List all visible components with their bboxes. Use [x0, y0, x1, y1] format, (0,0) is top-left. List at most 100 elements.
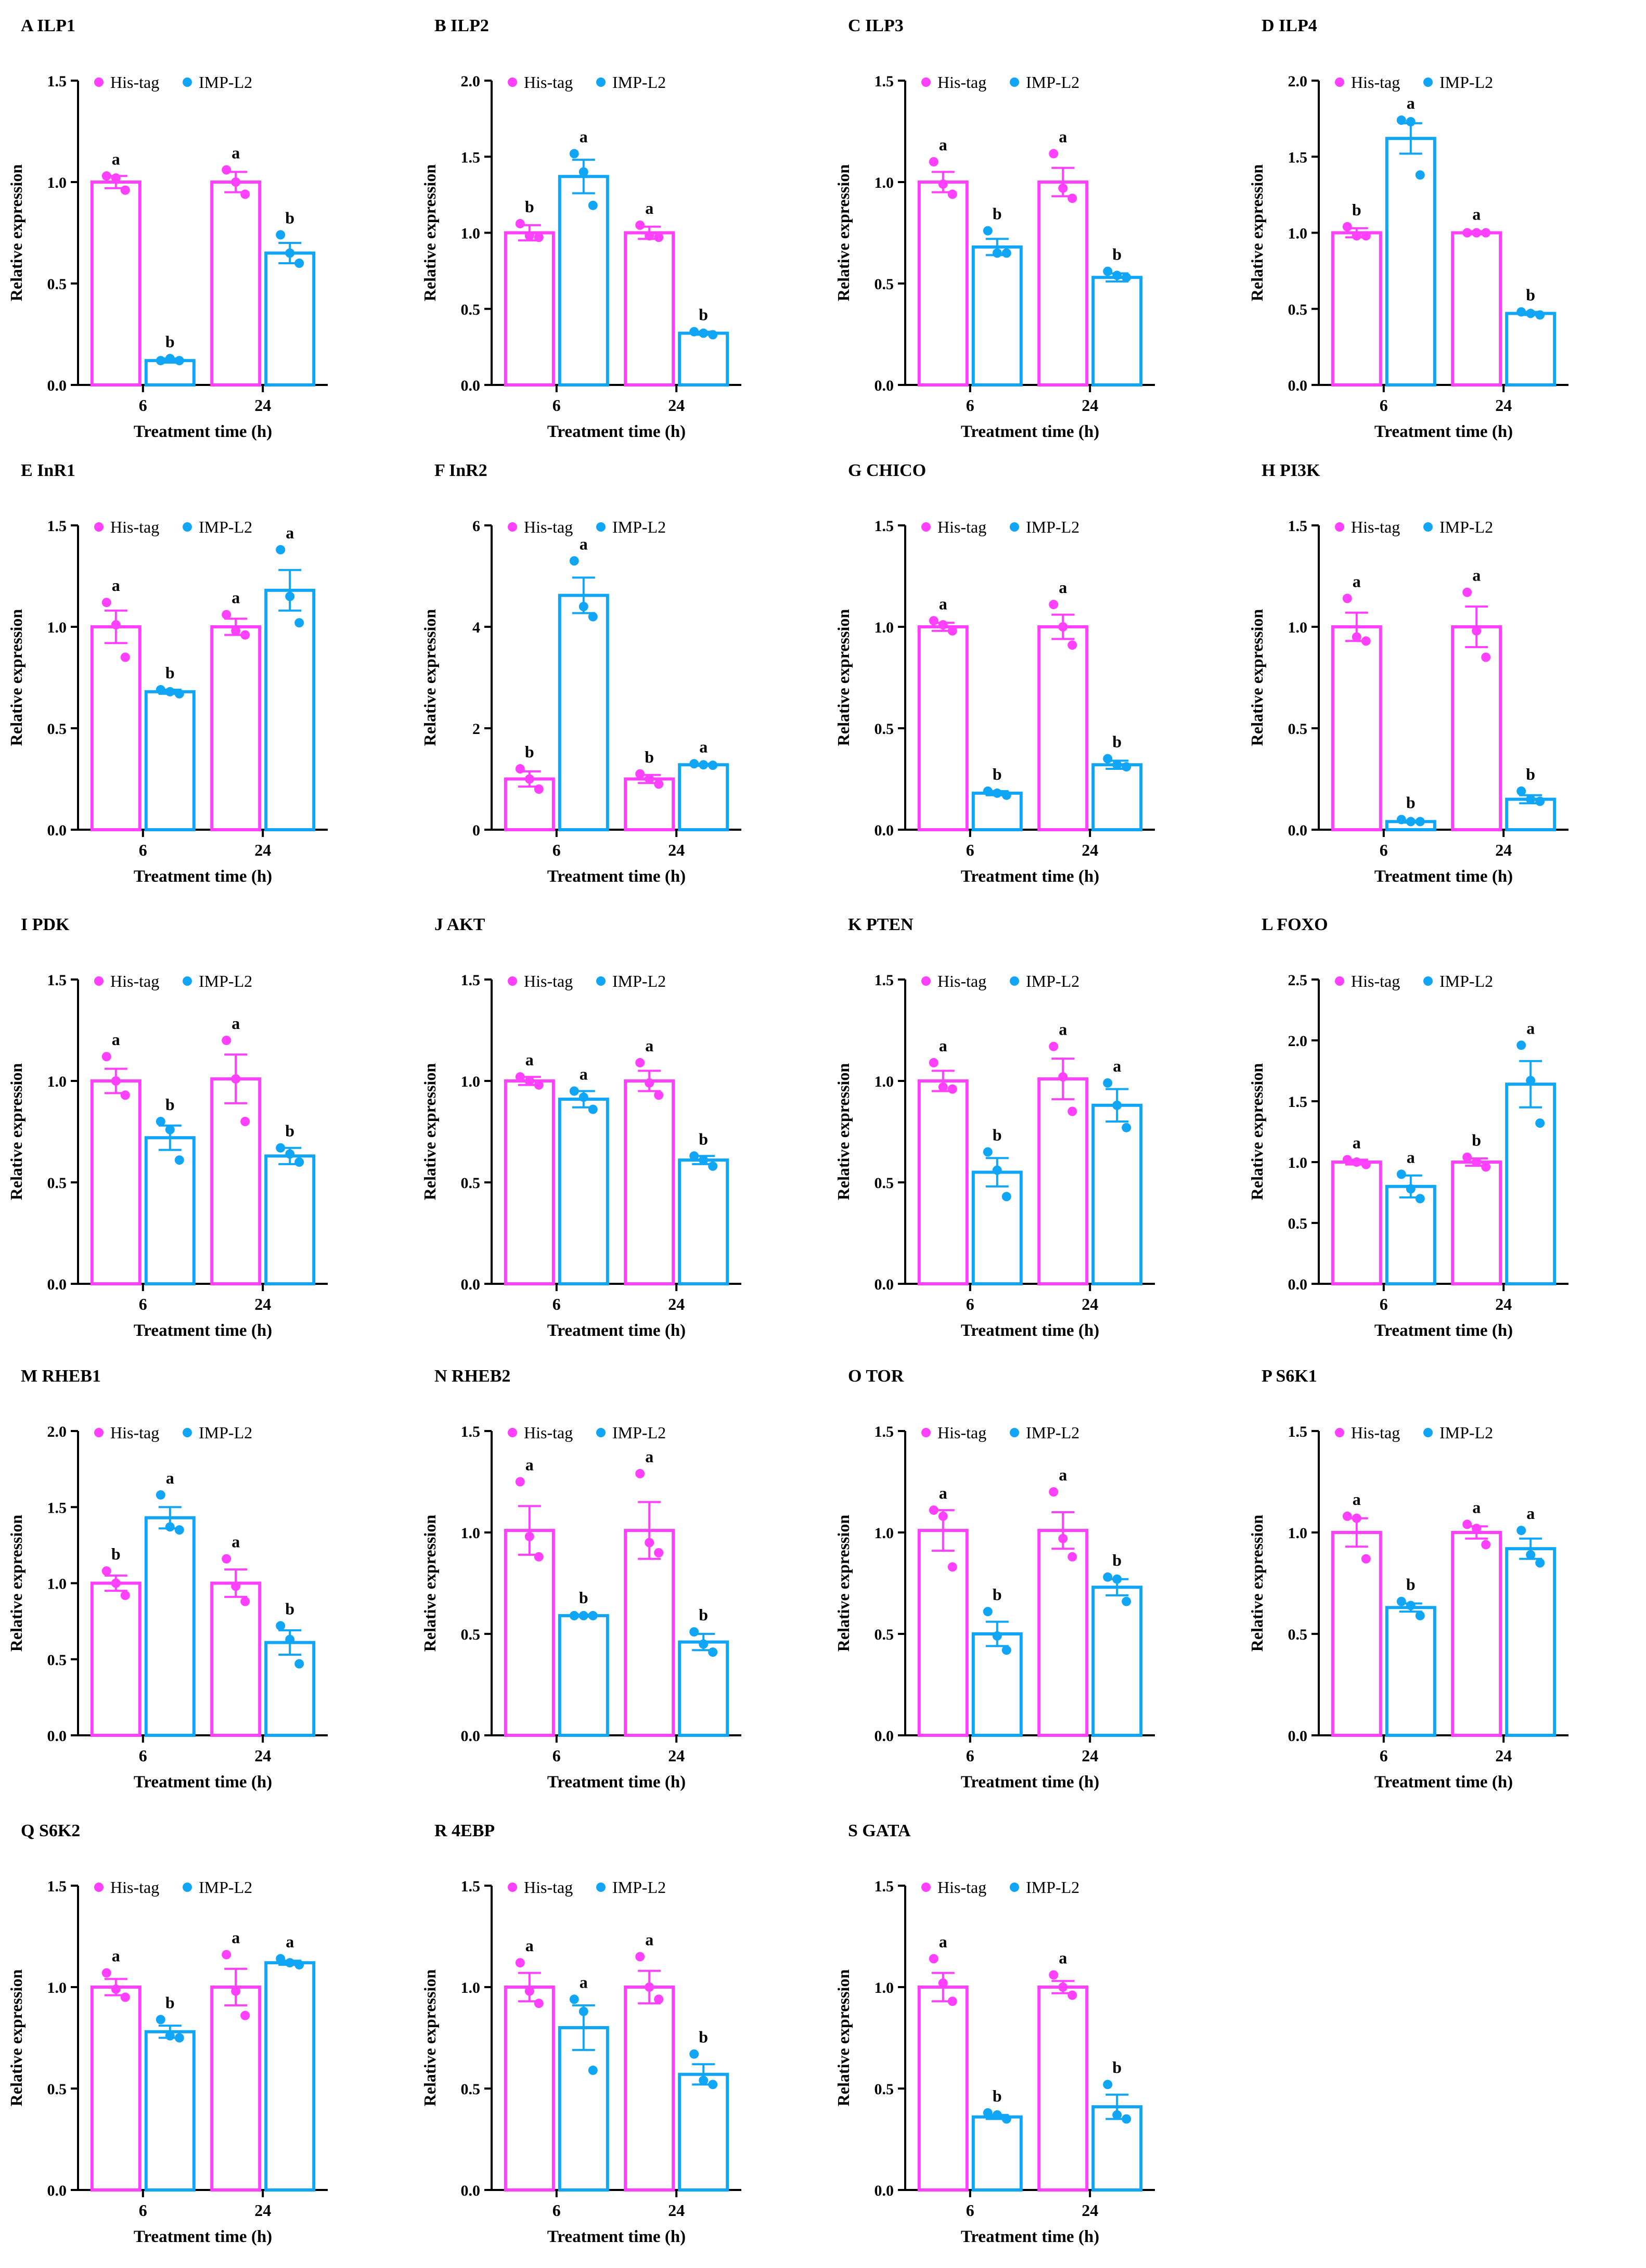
legend: His-tag IMP-L2	[1335, 73, 1493, 92]
data-point-his-tag	[1462, 228, 1472, 238]
bar-his-tag	[90, 625, 142, 831]
data-point-his-tag	[1068, 194, 1077, 203]
data-point-his-tag	[654, 233, 664, 242]
bar-imp-l2	[1091, 1103, 1143, 1286]
legend-label-imp-l2: IMP-L2	[199, 1878, 252, 1897]
bar-his-tag	[90, 181, 142, 386]
bar-his-tag	[90, 1581, 142, 1737]
significance-letter: a	[1353, 572, 1361, 590]
data-point-his-tag	[1481, 228, 1491, 238]
significance-letter: a	[525, 1455, 534, 1474]
legend-label-his-tag: His-tag	[1351, 73, 1400, 92]
data-point-his-tag	[524, 1076, 534, 1086]
data-point-his-tag	[231, 1986, 241, 1996]
panel-title: N RHEB2	[434, 1367, 510, 1386]
legend-label-imp-l2: IMP-L2	[1439, 972, 1493, 990]
y-axis-label: Relative expression	[420, 1515, 439, 1652]
legend-marker-his-tag	[1335, 1428, 1344, 1437]
bar-imp-l2	[1385, 1606, 1436, 1737]
legend-label-imp-l2: IMP-L2	[612, 1423, 666, 1442]
panel-e: E InR1 His-tag IMP-L2 0.0 0.5 1.0 1.5 Relative …	[7, 461, 328, 886]
significance-letter: a	[580, 1973, 588, 1991]
legend-label-imp-l2: IMP-L2	[1026, 1423, 1079, 1442]
x-tick-label: 6	[552, 396, 561, 415]
bar-imp-l2	[144, 1136, 196, 1285]
x-axis-label: Treatment time (h)	[134, 1321, 272, 1340]
data-point-his-tag	[654, 1994, 664, 2004]
bar-imp-l2	[558, 594, 609, 832]
data-point-his-tag	[1462, 587, 1472, 597]
y-tick-label: 0.5	[1288, 1215, 1308, 1232]
bar-imp-l2	[1091, 276, 1143, 386]
data-point-imp-l2	[983, 1147, 993, 1157]
y-axis-label: Relative expression	[7, 1969, 25, 2107]
data-point-his-tag	[938, 179, 948, 189]
significance-letter: a	[1407, 1148, 1415, 1166]
legend-marker-imp-l2	[183, 78, 192, 87]
legend-marker-imp-l2	[1010, 522, 1019, 532]
data-point-imp-l2	[983, 1607, 993, 1617]
panel-n: N RHEB2 His-tag IMP-L2 0.0 0.5 1.0 1.5 Relative…	[420, 1367, 741, 1792]
significance-letter: b	[1112, 732, 1122, 751]
legend-marker-imp-l2	[1423, 78, 1433, 87]
y-axis-label: Relative expression	[834, 1969, 853, 2107]
x-tick-label: 6	[1380, 841, 1388, 859]
y-tick-label: 0.0	[1288, 822, 1308, 839]
data-point-his-tag	[231, 1074, 241, 1084]
legend-label-imp-l2: IMP-L2	[1026, 1878, 1079, 1897]
significance-letter: a	[286, 1932, 294, 1951]
legend-label-his-tag: His-tag	[110, 518, 159, 536]
data-point-imp-l2	[1535, 796, 1545, 806]
legend-label-imp-l2: IMP-L2	[612, 972, 666, 990]
panel-s: S GATA His-tag IMP-L2 0.0 0.5 1.0 1.5 Relative …	[834, 1821, 1155, 2246]
legend-marker-his-tag	[94, 522, 104, 532]
x-axis-label: Treatment time (h)	[1374, 867, 1513, 886]
legend-label-imp-l2: IMP-L2	[1026, 972, 1079, 990]
legend-label-imp-l2: IMP-L2	[1026, 73, 1079, 92]
legend-marker-imp-l2	[1010, 1883, 1019, 1892]
data-point-imp-l2	[1112, 2110, 1122, 2120]
x-axis-label: Treatment time (h)	[1374, 1321, 1513, 1340]
data-point-his-tag	[524, 231, 534, 241]
y-tick-label: 0.0	[461, 377, 481, 394]
legend: His-tag IMP-L2	[94, 972, 252, 990]
significance-letter: b	[699, 2028, 708, 2046]
data-point-his-tag	[1058, 1982, 1068, 1992]
data-point-his-tag	[635, 1468, 645, 1478]
data-point-imp-l2	[588, 1104, 598, 1114]
bar-imp-l2	[1385, 1184, 1436, 1285]
data-point-imp-l2	[294, 1157, 304, 1167]
data-point-his-tag	[635, 1058, 645, 1067]
data-point-his-tag	[1049, 1970, 1059, 1980]
data-point-imp-l2	[276, 230, 286, 240]
panel-title: P S6K1	[1262, 1367, 1317, 1386]
legend-marker-his-tag	[508, 78, 517, 87]
y-tick-label: 1.5	[1288, 1093, 1308, 1111]
data-point-imp-l2	[1112, 1574, 1122, 1584]
legend-marker-his-tag	[921, 1883, 931, 1892]
legend-label-his-tag: His-tag	[524, 518, 573, 536]
data-point-imp-l2	[165, 687, 175, 697]
data-point-his-tag	[1049, 600, 1059, 610]
significance-letter: a	[939, 1036, 947, 1055]
y-axis-label: Relative expression	[7, 1063, 25, 1201]
data-point-imp-l2	[1516, 1526, 1526, 1536]
panel-a: A ILP1 His-tag IMP-L2 0.0 0.5 1.0 1.5 Relative …	[7, 16, 328, 441]
data-point-his-tag	[645, 1078, 654, 1088]
legend-label-imp-l2: IMP-L2	[199, 73, 252, 92]
legend-marker-his-tag	[94, 1883, 104, 1892]
data-point-his-tag	[534, 1080, 544, 1090]
data-point-imp-l2	[708, 2080, 718, 2090]
data-point-his-tag	[1352, 1157, 1361, 1167]
bar-his-tag	[90, 1986, 142, 2192]
data-point-imp-l2	[983, 226, 993, 236]
x-axis-label: Treatment time (h)	[547, 1773, 686, 1792]
bar-his-tag	[917, 181, 969, 386]
y-tick-label: 1.0	[1288, 1154, 1308, 1171]
data-point-imp-l2	[285, 591, 295, 601]
data-point-his-tag	[524, 774, 534, 784]
significance-letter: b	[1406, 793, 1416, 812]
bar-imp-l2	[264, 1154, 316, 1285]
bar-his-tag	[210, 1581, 262, 1737]
x-tick-label: 6	[1380, 1746, 1388, 1765]
